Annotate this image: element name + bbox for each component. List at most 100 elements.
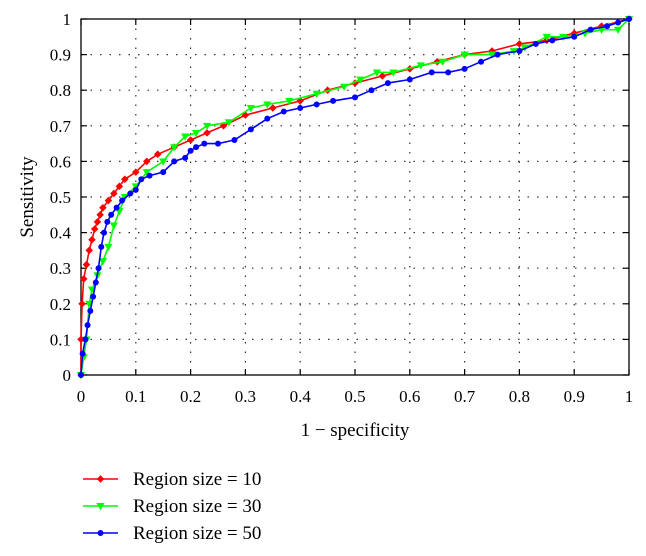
data-point xyxy=(389,69,398,77)
data-point xyxy=(85,246,93,255)
data-point xyxy=(113,204,120,211)
data-point xyxy=(203,129,211,137)
data-point xyxy=(445,69,452,76)
data-series xyxy=(76,15,634,380)
data-point xyxy=(96,211,104,219)
x-tick-label: 1 xyxy=(625,387,634,406)
data-point xyxy=(285,97,294,106)
data-point xyxy=(119,197,126,204)
data-point xyxy=(84,322,91,329)
grid-lines xyxy=(81,19,629,375)
legend-item: Region size = 30 xyxy=(83,496,261,517)
data-point xyxy=(121,175,129,183)
data-point xyxy=(269,104,277,112)
legend-label: Region size = 50 xyxy=(133,523,261,544)
data-point xyxy=(181,133,190,141)
data-point xyxy=(478,58,485,65)
x-tick-label: 0 xyxy=(77,387,86,406)
data-point xyxy=(159,158,168,166)
y-tick-label: 0 xyxy=(63,366,72,385)
y-tick-label: 1 xyxy=(63,10,72,29)
data-point xyxy=(82,260,91,269)
y-tick-label: 0.3 xyxy=(50,259,71,278)
x-tick-label: 0.5 xyxy=(344,387,365,406)
data-point xyxy=(108,211,115,218)
data-point xyxy=(104,218,111,225)
data-point xyxy=(378,72,387,80)
y-axis-title: Sensitivity xyxy=(17,156,38,238)
data-point xyxy=(160,169,167,176)
x-tick-label: 0.9 xyxy=(564,387,585,406)
data-point xyxy=(351,94,358,101)
data-point xyxy=(90,225,99,233)
legend-marker xyxy=(97,529,104,536)
data-point xyxy=(615,19,622,26)
data-point xyxy=(101,229,108,236)
data-point xyxy=(132,168,140,176)
data-point xyxy=(356,76,365,84)
data-point xyxy=(98,243,105,250)
data-point xyxy=(428,69,435,76)
data-point xyxy=(231,137,238,144)
data-point xyxy=(142,169,151,177)
data-point xyxy=(416,62,425,70)
legend: Region size = 10 Region size = 30 Region s… xyxy=(83,469,261,544)
data-point xyxy=(115,182,124,191)
data-point xyxy=(542,33,551,42)
data-point xyxy=(460,51,469,59)
data-point xyxy=(549,37,556,44)
data-point xyxy=(280,108,287,115)
data-point xyxy=(171,158,178,165)
data-point xyxy=(613,26,623,34)
data-point xyxy=(78,300,86,308)
y-tick-label: 0.5 xyxy=(50,188,71,207)
data-point xyxy=(297,105,304,112)
data-point xyxy=(153,150,162,159)
data-point xyxy=(330,97,337,104)
data-point xyxy=(79,350,86,357)
data-point xyxy=(246,105,255,113)
series-3 xyxy=(78,15,632,378)
data-point xyxy=(312,90,321,98)
data-point xyxy=(264,115,271,122)
data-point xyxy=(571,33,578,40)
data-point xyxy=(187,147,194,154)
y-tick-labels: 0 0.1 0.2 0.3 0.4 0.5 0.6 0.7 0.8 0.9 1 xyxy=(50,10,72,385)
x-tick-labels: 0 0.1 0.2 0.3 0.4 0.5 0.6 0.7 0.8 0.9 1 xyxy=(77,387,634,406)
y-tick-label: 0.6 xyxy=(50,152,71,171)
data-point xyxy=(98,258,108,266)
x-tick-label: 0.7 xyxy=(454,387,476,406)
y-tick-label: 0.9 xyxy=(50,46,71,65)
data-point xyxy=(92,279,99,286)
data-point xyxy=(532,40,539,47)
data-point xyxy=(494,51,501,58)
y-tick-label: 0.4 xyxy=(50,224,72,243)
data-point xyxy=(263,101,272,109)
data-point xyxy=(170,144,179,152)
data-point xyxy=(104,243,113,252)
legend-label: Region size = 10 xyxy=(133,469,261,490)
data-point xyxy=(202,122,212,131)
data-point xyxy=(127,190,134,197)
data-point xyxy=(201,140,208,147)
data-point xyxy=(182,154,189,161)
data-point xyxy=(247,126,254,133)
x-tick-label: 0.8 xyxy=(509,387,530,406)
data-point xyxy=(384,80,391,87)
data-point xyxy=(191,129,201,138)
data-point xyxy=(215,140,222,147)
y-tick-label: 0.7 xyxy=(50,117,72,136)
data-point xyxy=(224,119,234,127)
data-point xyxy=(109,222,118,230)
data-point xyxy=(587,26,594,33)
data-point xyxy=(559,33,568,42)
x-tick-label: 0.3 xyxy=(235,387,256,406)
x-tick-label: 0.6 xyxy=(399,387,420,406)
data-point xyxy=(487,51,497,59)
data-point xyxy=(78,371,85,378)
data-point xyxy=(461,65,468,72)
data-point xyxy=(99,203,107,212)
data-point xyxy=(516,48,523,55)
data-point xyxy=(142,157,151,166)
